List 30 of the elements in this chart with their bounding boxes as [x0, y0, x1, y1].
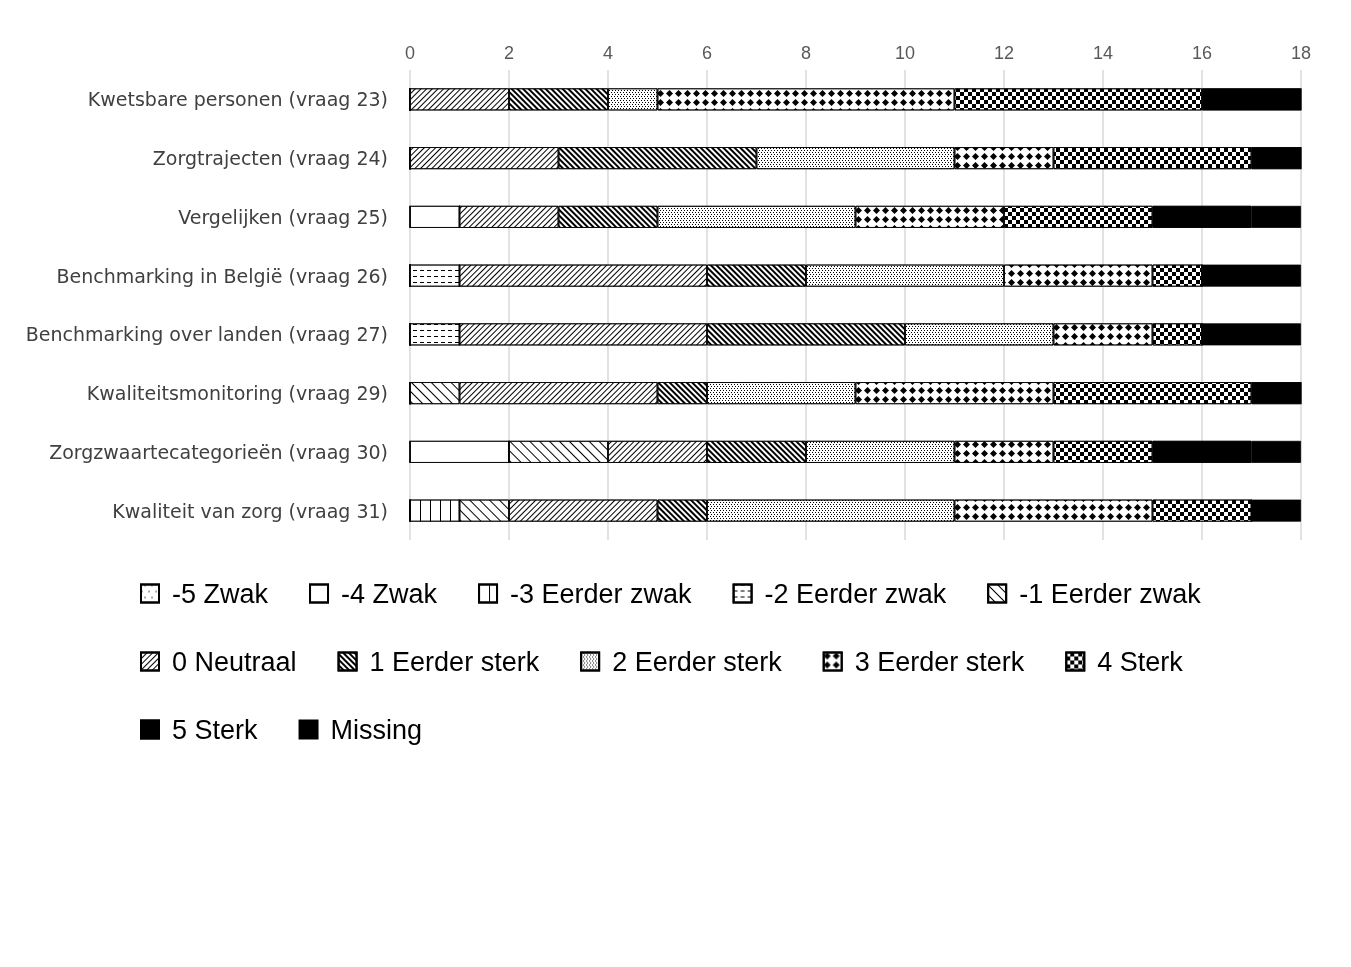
y-tick-label: Kwaliteit van zorg (vraag 31) [112, 499, 388, 522]
y-tick-label: Zorgzwaartecategorieën (vraag 30) [49, 440, 388, 463]
y-tick-label: Kwetsbare personen (vraag 23) [87, 88, 388, 111]
x-tick-label: 14 [1092, 43, 1114, 63]
legend-label: 1 Eerder sterk [369, 646, 540, 677]
legend-label: -3 Eerder zwak [510, 578, 693, 609]
legend-label: -2 Eerder zwak [764, 578, 947, 609]
x-tick-label: 12 [993, 43, 1015, 63]
y-tick-label: Vergelijken (vraag 25) [178, 205, 388, 228]
legend-label: -1 Eerder zwak [1019, 578, 1202, 609]
x-tick-label: 6 [701, 43, 713, 63]
y-tick-label: Zorgtrajecten (vraag 24) [152, 147, 388, 170]
legend-label: 2 Eerder sterk [612, 646, 783, 677]
legend-label: 4 Sterk [1097, 646, 1184, 677]
x-tick-label: 2 [503, 43, 515, 63]
x-tick-label: 4 [602, 43, 614, 63]
legend-label: -5 Zwak [172, 578, 269, 609]
legend-label: 5 Sterk [172, 714, 259, 745]
x-tick-label: 0 [404, 43, 416, 63]
legend-label: -4 Zwak [341, 578, 438, 609]
legend-label: Missing [330, 714, 423, 745]
legend-label: 3 Eerder sterk [854, 646, 1025, 677]
x-tick-label: 10 [894, 43, 916, 63]
y-tick-label: Benchmarking in België (vraag 26) [56, 264, 388, 287]
x-tick-label: 16 [1191, 43, 1213, 63]
y-tick-label: Benchmarking over landen (vraag 27) [25, 323, 388, 346]
y-tick-label: Kwaliteitsmonitoring (vraag 29) [86, 382, 388, 405]
legend-label: 0 Neutraal [172, 646, 297, 677]
x-tick-label: 8 [800, 43, 812, 63]
x-tick-label: 18 [1290, 43, 1312, 63]
